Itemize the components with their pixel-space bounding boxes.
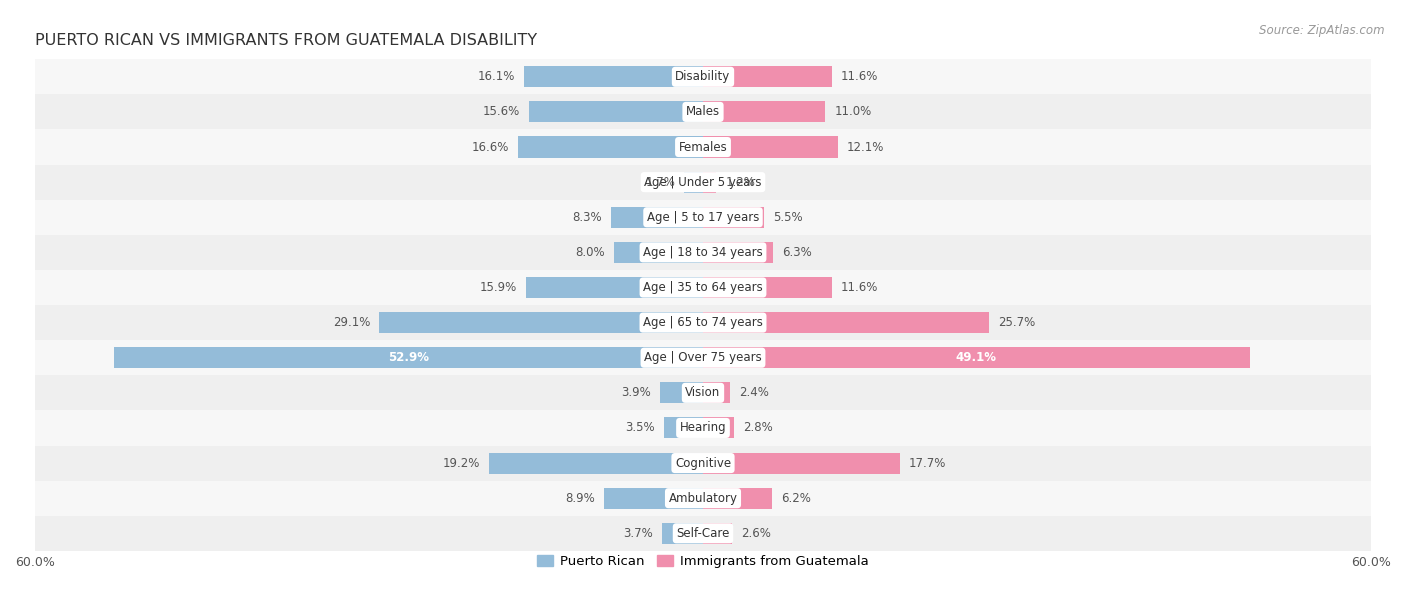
- Bar: [524, 66, 703, 88]
- Bar: [685, 171, 703, 193]
- Bar: [529, 102, 703, 122]
- Text: 8.9%: 8.9%: [565, 491, 595, 505]
- Bar: [35, 165, 1371, 200]
- Bar: [35, 94, 1371, 130]
- Text: 8.0%: 8.0%: [575, 246, 605, 259]
- Bar: [659, 382, 703, 403]
- Text: 29.1%: 29.1%: [333, 316, 370, 329]
- Bar: [35, 340, 1371, 375]
- Bar: [380, 312, 703, 333]
- Bar: [703, 452, 900, 474]
- Bar: [664, 417, 703, 438]
- Text: Age | 18 to 34 years: Age | 18 to 34 years: [643, 246, 763, 259]
- Bar: [519, 136, 703, 157]
- Text: Age | Under 5 years: Age | Under 5 years: [644, 176, 762, 188]
- Bar: [35, 130, 1371, 165]
- Text: 11.6%: 11.6%: [841, 70, 879, 83]
- Text: Age | Over 75 years: Age | Over 75 years: [644, 351, 762, 364]
- Text: 17.7%: 17.7%: [910, 457, 946, 469]
- Text: Cognitive: Cognitive: [675, 457, 731, 469]
- Text: 25.7%: 25.7%: [998, 316, 1035, 329]
- Bar: [489, 452, 703, 474]
- Text: Males: Males: [686, 105, 720, 118]
- Text: 12.1%: 12.1%: [846, 141, 884, 154]
- Bar: [35, 200, 1371, 235]
- Text: 49.1%: 49.1%: [956, 351, 997, 364]
- Bar: [703, 242, 773, 263]
- Bar: [703, 417, 734, 438]
- Bar: [35, 516, 1371, 551]
- Bar: [605, 488, 703, 509]
- Text: Hearing: Hearing: [679, 422, 727, 435]
- Text: 2.8%: 2.8%: [744, 422, 773, 435]
- Text: 15.9%: 15.9%: [479, 281, 517, 294]
- Bar: [35, 480, 1371, 516]
- Bar: [526, 277, 703, 298]
- Text: 8.3%: 8.3%: [572, 211, 602, 224]
- Bar: [114, 347, 703, 368]
- Text: 19.2%: 19.2%: [443, 457, 481, 469]
- Bar: [703, 382, 730, 403]
- Text: 3.9%: 3.9%: [621, 386, 651, 400]
- Text: 3.7%: 3.7%: [623, 527, 652, 540]
- Text: Age | 35 to 64 years: Age | 35 to 64 years: [643, 281, 763, 294]
- Bar: [610, 207, 703, 228]
- Bar: [703, 102, 825, 122]
- Text: Ambulatory: Ambulatory: [668, 491, 738, 505]
- Text: PUERTO RICAN VS IMMIGRANTS FROM GUATEMALA DISABILITY: PUERTO RICAN VS IMMIGRANTS FROM GUATEMAL…: [35, 34, 537, 48]
- Bar: [614, 242, 703, 263]
- Text: 11.6%: 11.6%: [841, 281, 879, 294]
- Bar: [35, 235, 1371, 270]
- Text: 6.2%: 6.2%: [780, 491, 811, 505]
- Bar: [662, 523, 703, 544]
- Bar: [35, 411, 1371, 446]
- Bar: [35, 270, 1371, 305]
- Text: 15.6%: 15.6%: [484, 105, 520, 118]
- Bar: [703, 523, 733, 544]
- Bar: [703, 488, 772, 509]
- Bar: [703, 66, 832, 88]
- Text: 2.4%: 2.4%: [738, 386, 769, 400]
- Text: Age | 5 to 17 years: Age | 5 to 17 years: [647, 211, 759, 224]
- Text: Disability: Disability: [675, 70, 731, 83]
- Text: Source: ZipAtlas.com: Source: ZipAtlas.com: [1260, 24, 1385, 37]
- Text: 16.6%: 16.6%: [472, 141, 509, 154]
- Bar: [703, 347, 1250, 368]
- Text: 52.9%: 52.9%: [388, 351, 429, 364]
- Bar: [703, 171, 717, 193]
- Bar: [35, 305, 1371, 340]
- Bar: [35, 59, 1371, 94]
- Text: Vision: Vision: [685, 386, 721, 400]
- Bar: [703, 277, 832, 298]
- Text: Females: Females: [679, 141, 727, 154]
- Bar: [35, 375, 1371, 411]
- Text: Age | 65 to 74 years: Age | 65 to 74 years: [643, 316, 763, 329]
- Text: 1.2%: 1.2%: [725, 176, 755, 188]
- Text: 5.5%: 5.5%: [773, 211, 803, 224]
- Bar: [703, 136, 838, 157]
- Bar: [703, 312, 990, 333]
- Text: Self-Care: Self-Care: [676, 527, 730, 540]
- Text: 3.5%: 3.5%: [626, 422, 655, 435]
- Bar: [703, 207, 765, 228]
- Text: 16.1%: 16.1%: [478, 70, 515, 83]
- Text: 1.7%: 1.7%: [645, 176, 675, 188]
- Text: 2.6%: 2.6%: [741, 527, 770, 540]
- Bar: [35, 446, 1371, 480]
- Text: 11.0%: 11.0%: [834, 105, 872, 118]
- Legend: Puerto Rican, Immigrants from Guatemala: Puerto Rican, Immigrants from Guatemala: [531, 550, 875, 573]
- Text: 6.3%: 6.3%: [782, 246, 811, 259]
